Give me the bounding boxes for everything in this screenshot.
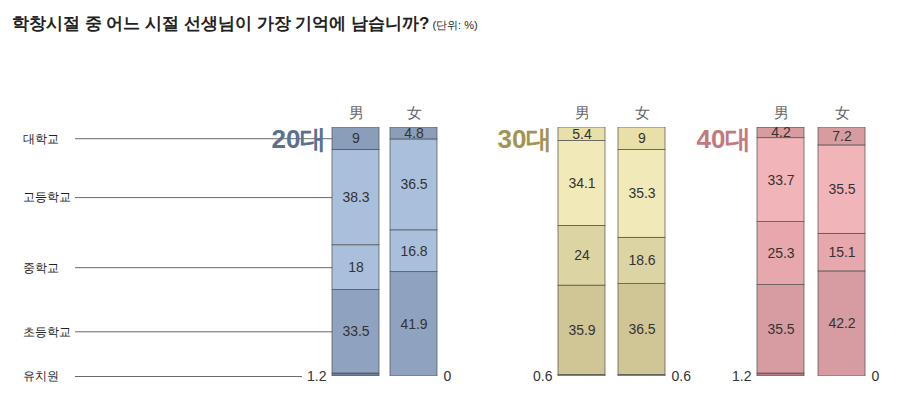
svg-text:0.6: 0.6 <box>533 368 553 384</box>
svg-text:18.6: 18.6 <box>628 252 655 268</box>
svg-text:16.8: 16.8 <box>400 243 427 259</box>
svg-text:25.3: 25.3 <box>767 245 794 261</box>
svg-text:33.5: 33.5 <box>342 323 369 339</box>
svg-text:1.2: 1.2 <box>307 368 327 384</box>
svg-text:중학교: 중학교 <box>23 261 59 275</box>
svg-text:男: 男 <box>575 104 590 121</box>
svg-text:36.5: 36.5 <box>628 321 655 337</box>
svg-text:男: 男 <box>774 104 789 121</box>
svg-text:35.3: 35.3 <box>628 185 655 201</box>
svg-text:36.5: 36.5 <box>400 176 427 192</box>
svg-text:9: 9 <box>352 130 360 146</box>
svg-text:9: 9 <box>638 130 646 146</box>
svg-text:0.6: 0.6 <box>672 368 692 384</box>
svg-text:女: 女 <box>835 104 850 121</box>
svg-text:20대: 20대 <box>272 124 327 154</box>
svg-text:4.2: 4.2 <box>771 124 791 140</box>
html-text:학창시절 중 어느 시절 선생님이 가장 기억에 남습니까?: 학창시절 중 어느 시절 선생님이 가장 기억에 남습니까?(단위: %) <box>12 14 478 33</box>
svg-text:40대: 40대 <box>697 124 752 154</box>
svg-text:35.5: 35.5 <box>767 321 794 337</box>
svg-text:30대: 30대 <box>498 124 553 154</box>
svg-text:男: 男 <box>349 104 364 121</box>
svg-text:초등학교: 초등학교 <box>23 325 71 339</box>
svg-text:41.9: 41.9 <box>400 316 427 332</box>
svg-text:34.1: 34.1 <box>568 175 595 191</box>
svg-text:15.1: 15.1 <box>828 244 855 260</box>
svg-text:35.9: 35.9 <box>568 322 595 338</box>
svg-text:24: 24 <box>574 247 590 263</box>
svg-text:0: 0 <box>444 368 452 384</box>
svg-text:0: 0 <box>872 368 880 384</box>
svg-text:33.7: 33.7 <box>767 172 794 188</box>
svg-text:7.2: 7.2 <box>832 128 852 144</box>
svg-text:4.8: 4.8 <box>404 125 424 141</box>
svg-text:38.3: 38.3 <box>342 189 369 205</box>
svg-text:고등학교: 고등학교 <box>23 190 71 204</box>
svg-text:5.4: 5.4 <box>572 126 592 142</box>
svg-text:女: 女 <box>635 104 650 121</box>
svg-text:유치원: 유치원 <box>23 369 59 383</box>
svg-text:1.2: 1.2 <box>732 368 752 384</box>
svg-text:女: 女 <box>407 104 422 121</box>
svg-text:대학교: 대학교 <box>23 132 59 146</box>
svg-text:18: 18 <box>348 259 364 275</box>
svg-text:35.5: 35.5 <box>828 181 855 197</box>
svg-text:42.2: 42.2 <box>828 315 855 331</box>
